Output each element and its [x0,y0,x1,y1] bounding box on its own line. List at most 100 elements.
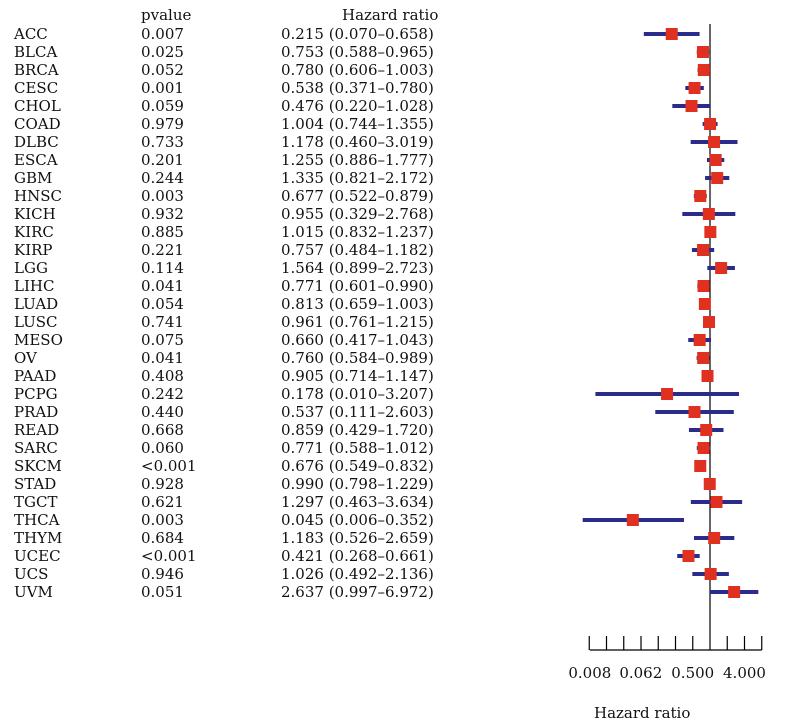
hazard-ratio-cell: 0.771 (0.601–0.990) [281,277,434,295]
cancer-type-label: UCS [14,565,49,583]
hazard-ratio-cell: 0.905 (0.714–1.147) [281,367,434,385]
pvalue-cell: 0.025 [141,43,184,61]
cancer-type-label: ACC [14,25,48,43]
pvalue-cell: 0.733 [141,133,184,151]
hazard-ratio-point [704,226,717,238]
hazard-ratio-point [698,298,711,310]
hazard-ratio-point [703,316,716,328]
hazard-ratio-point [697,244,710,256]
hazard-ratio-cell: 0.537 (0.111–2.603) [281,403,434,421]
pvalue-cell: 0.001 [141,79,184,97]
hazard-ratio-cell: 1.297 (0.463–3.634) [281,493,434,511]
cancer-type-label: OV [14,349,37,367]
pvalue-cell: 0.201 [141,151,184,169]
cancer-type-label: HNSC [14,187,62,205]
hazard-ratio-point [682,550,695,562]
hazard-ratio-point [708,136,721,148]
cancer-type-label: LGG [14,259,48,277]
hazard-ratio-point [702,208,715,220]
cancer-type-label: KIRP [14,241,53,259]
pvalue-cell: 0.059 [141,97,184,115]
cancer-type-label: CESC [14,79,59,97]
hazard-ratio-point [715,262,728,274]
cancer-type-label: THCA [14,511,60,529]
cancer-type-label: KIRC [14,223,54,241]
hazard-ratio-cell: 0.178 (0.010–3.207) [281,385,434,403]
hazard-ratio-cell: 0.676 (0.549–0.832) [281,457,434,475]
pvalue-cell: 0.684 [141,529,184,547]
hazard-ratio-point [704,568,717,580]
pvalue-column-header: pvalue [141,6,192,24]
cancer-type-label: UVM [14,583,53,601]
hazard-ratio-cell: 1.183 (0.526–2.659) [281,529,434,547]
hazard-ratio-cell: 0.813 (0.659–1.003) [281,295,434,313]
pvalue-cell: 0.052 [141,61,184,79]
hazard-ratio-point [697,280,710,292]
hazard-ratio-point [665,28,678,40]
hazard-ratio-cell: 0.215 (0.070–0.658) [281,25,434,43]
hazard-ratio-cell: 1.026 (0.492–2.136) [281,565,434,583]
hazard-ratio-point [696,46,709,58]
hazard-ratio-point [694,190,707,202]
cancer-type-label: READ [14,421,60,439]
cancer-type-label: SKCM [14,457,62,475]
cancer-type-label: BRCA [14,61,59,79]
pvalue-cell: 0.928 [141,475,184,493]
cancer-type-label: DLBC [14,133,59,151]
hazard-ratio-cell: 1.564 (0.899–2.723) [281,259,434,277]
pvalue-cell: 0.885 [141,223,184,241]
pvalue-cell: 0.003 [141,511,184,529]
pvalue-cell: 0.041 [141,349,184,367]
hazard-ratio-point [693,334,706,346]
pvalue-cell: 0.408 [141,367,184,385]
hazard-ratio-cell: 0.660 (0.417–1.043) [281,331,434,349]
cancer-type-label: LIHC [14,277,55,295]
hazard-ratio-cell: 1.255 (0.886–1.777) [281,151,434,169]
pvalue-cell: 0.007 [141,25,184,43]
x-tick-label: 4.000 [723,664,766,682]
pvalue-cell: 0.979 [141,115,184,133]
hazard-ratio-cell: 0.859 (0.429–1.720) [281,421,434,439]
hazard-ratio-cell: 0.780 (0.606–1.003) [281,61,434,79]
cancer-type-label: KICH [14,205,56,223]
hazard-ratio-point [700,424,713,436]
hazard-ratio-point [703,478,716,490]
hazard-ratio-cell: 0.961 (0.761–1.215) [281,313,434,331]
cancer-type-label: STAD [14,475,57,493]
cancer-type-label: LUSC [14,313,58,331]
pvalue-cell: 0.041 [141,277,184,295]
pvalue-cell: 0.440 [141,403,184,421]
cancer-type-label: SARC [14,439,58,457]
cancer-type-label: PCPG [14,385,58,403]
hazard-ratio-point [701,370,714,382]
hazard-ratio-point [661,388,674,400]
cancer-type-label: ESCA [14,151,58,169]
hazard-ratio-column-header: Hazard ratio [342,6,439,24]
cancer-type-label: COAD [14,115,61,133]
pvalue-cell: 0.221 [141,241,184,259]
pvalue-cell: 0.244 [141,169,184,187]
hazard-ratio-point [697,442,710,454]
cancer-type-label: PRAD [14,403,59,421]
hazard-ratio-point [688,406,701,418]
pvalue-cell: <0.001 [141,457,197,475]
hazard-ratio-point [728,586,741,598]
pvalue-cell: 0.946 [141,565,184,583]
pvalue-cell: 0.242 [141,385,184,403]
hazard-ratio-cell: 1.004 (0.744–1.355) [281,115,434,133]
hazard-ratio-cell: 0.753 (0.588–0.965) [281,43,434,61]
cancer-type-label: BLCA [14,43,58,61]
hazard-ratio-point [710,496,723,508]
hazard-ratio-point [626,514,639,526]
hazard-ratio-cell: 0.771 (0.588–1.012) [281,439,434,457]
pvalue-cell: 0.054 [141,295,184,313]
cancer-type-label: CHOL [14,97,61,115]
pvalue-cell: 0.621 [141,493,184,511]
pvalue-cell: 0.075 [141,331,184,349]
hazard-ratio-cell: 0.421 (0.268–0.661) [281,547,434,565]
hazard-ratio-cell: 1.015 (0.832–1.237) [281,223,434,241]
hazard-ratio-point [685,100,698,112]
hazard-ratio-cell: 0.955 (0.329–2.768) [281,205,434,223]
hazard-ratio-cell: 0.045 (0.006–0.352) [281,511,434,529]
pvalue-cell: 0.932 [141,205,184,223]
